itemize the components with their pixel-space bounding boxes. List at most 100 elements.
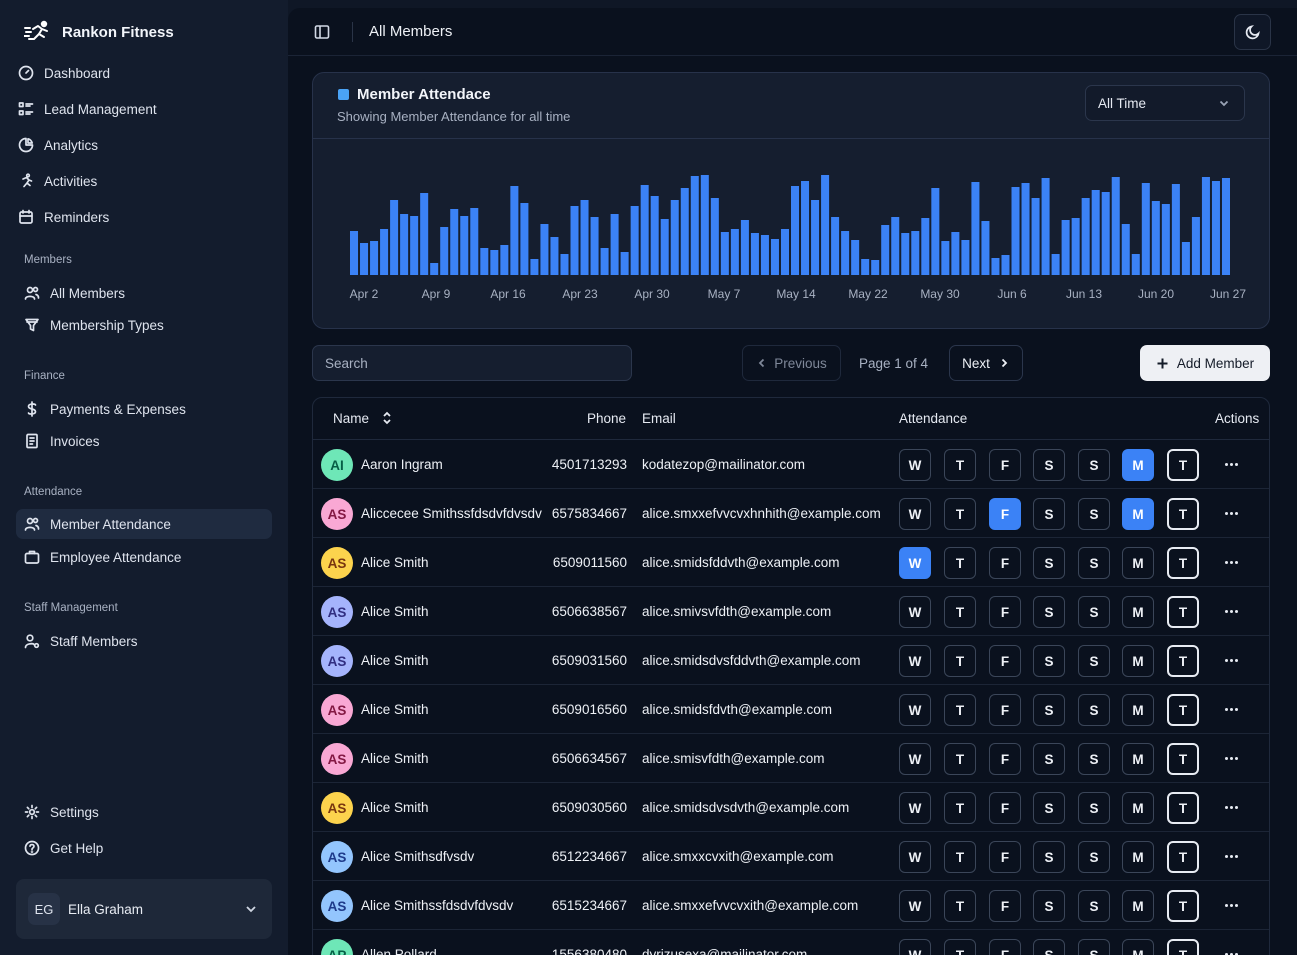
sidebar-item-dashboard[interactable]: Dashboard <box>16 58 272 88</box>
user-menu[interactable]: EG Ella Graham <box>16 879 272 939</box>
attendance-day-toggle[interactable]: F <box>989 743 1021 775</box>
row-actions-button[interactable] <box>1221 797 1241 817</box>
sidebar-item-reminders[interactable]: Reminders <box>16 202 272 232</box>
attendance-day-toggle[interactable]: S <box>1033 792 1065 824</box>
attendance-day-toggle[interactable]: S <box>1033 596 1065 628</box>
attendance-day-toggle[interactable]: T <box>944 449 976 481</box>
attendance-day-toggle[interactable]: S <box>1033 547 1065 579</box>
attendance-day-toggle[interactable]: F <box>989 498 1021 530</box>
attendance-day-toggle[interactable]: W <box>899 547 931 579</box>
attendance-day-toggle[interactable]: W <box>899 645 931 677</box>
attendance-day-toggle[interactable]: F <box>989 939 1021 955</box>
attendance-day-toggle[interactable]: F <box>989 645 1021 677</box>
time-range-select[interactable]: All Time <box>1085 85 1245 121</box>
sidebar-item-invoices[interactable]: Invoices <box>16 426 272 456</box>
attendance-day-toggle[interactable]: W <box>899 890 931 922</box>
sidebar-item-membership-types[interactable]: Membership Types <box>16 310 272 340</box>
attendance-day-toggle[interactable]: T <box>1167 498 1199 530</box>
attendance-day-toggle[interactable]: M <box>1122 890 1154 922</box>
sidebar-item-member-attendance[interactable]: Member Attendance <box>16 509 272 539</box>
attendance-day-toggle[interactable]: S <box>1078 694 1110 726</box>
attendance-day-toggle[interactable]: M <box>1122 498 1154 530</box>
attendance-day-toggle[interactable]: T <box>1167 841 1199 873</box>
attendance-day-toggle[interactable]: T <box>944 890 976 922</box>
attendance-day-toggle[interactable]: S <box>1033 841 1065 873</box>
attendance-day-toggle[interactable]: T <box>1167 547 1199 579</box>
attendance-day-toggle[interactable]: M <box>1122 596 1154 628</box>
attendance-day-toggle[interactable]: T <box>944 792 976 824</box>
attendance-day-toggle[interactable]: M <box>1122 841 1154 873</box>
row-actions-button[interactable] <box>1221 552 1241 572</box>
attendance-day-toggle[interactable]: S <box>1078 743 1110 775</box>
attendance-day-toggle[interactable]: S <box>1078 792 1110 824</box>
add-member-button[interactable]: Add Member <box>1140 345 1270 381</box>
attendance-day-toggle[interactable]: W <box>899 792 931 824</box>
sidebar-item-activities[interactable]: Activities <box>16 166 272 196</box>
attendance-day-toggle[interactable]: S <box>1033 939 1065 955</box>
attendance-day-toggle[interactable]: T <box>1167 694 1199 726</box>
attendance-day-toggle[interactable]: F <box>989 694 1021 726</box>
attendance-day-toggle[interactable]: M <box>1122 792 1154 824</box>
attendance-day-toggle[interactable]: T <box>944 841 976 873</box>
attendance-day-toggle[interactable]: S <box>1078 596 1110 628</box>
row-actions-button[interactable] <box>1221 748 1241 768</box>
attendance-day-toggle[interactable]: T <box>944 743 976 775</box>
attendance-day-toggle[interactable]: T <box>944 547 976 579</box>
attendance-day-toggle[interactable]: F <box>989 792 1021 824</box>
sidebar-item-payments-expenses[interactable]: Payments & Expenses <box>16 394 272 424</box>
attendance-day-toggle[interactable]: S <box>1033 645 1065 677</box>
attendance-day-toggle[interactable]: W <box>899 694 931 726</box>
attendance-day-toggle[interactable]: S <box>1078 939 1110 955</box>
row-actions-button[interactable] <box>1221 454 1241 474</box>
attendance-day-toggle[interactable]: F <box>989 890 1021 922</box>
row-actions-button[interactable] <box>1221 601 1241 621</box>
attendance-day-toggle[interactable]: T <box>944 645 976 677</box>
attendance-day-toggle[interactable]: W <box>899 743 931 775</box>
attendance-day-toggle[interactable]: S <box>1033 449 1065 481</box>
row-actions-button[interactable] <box>1221 895 1241 915</box>
sidebar-item-staff-members[interactable]: Staff Members <box>16 626 272 656</box>
sidebar-item-analytics[interactable]: Analytics <box>16 130 272 160</box>
search-input[interactable] <box>312 345 632 381</box>
attendance-day-toggle[interactable]: T <box>944 498 976 530</box>
attendance-day-toggle[interactable]: F <box>989 449 1021 481</box>
attendance-day-toggle[interactable]: F <box>989 547 1021 579</box>
attendance-day-toggle[interactable]: F <box>989 841 1021 873</box>
attendance-day-toggle[interactable]: T <box>1167 743 1199 775</box>
attendance-day-toggle[interactable]: W <box>899 841 931 873</box>
attendance-day-toggle[interactable]: S <box>1033 890 1065 922</box>
attendance-day-toggle[interactable]: W <box>899 498 931 530</box>
row-actions-button[interactable] <box>1221 503 1241 523</box>
attendance-day-toggle[interactable]: S <box>1078 890 1110 922</box>
row-actions-button[interactable] <box>1221 846 1241 866</box>
attendance-day-toggle[interactable]: S <box>1078 547 1110 579</box>
attendance-day-toggle[interactable]: W <box>899 449 931 481</box>
attendance-day-toggle[interactable]: S <box>1078 498 1110 530</box>
row-actions-button[interactable] <box>1221 944 1241 955</box>
attendance-day-toggle[interactable]: M <box>1122 645 1154 677</box>
attendance-day-toggle[interactable]: M <box>1122 743 1154 775</box>
attendance-day-toggle[interactable]: T <box>1167 449 1199 481</box>
attendance-day-toggle[interactable]: T <box>944 694 976 726</box>
attendance-day-toggle[interactable]: T <box>944 939 976 955</box>
name-column-header[interactable]: Name <box>333 411 393 426</box>
attendance-day-toggle[interactable]: M <box>1122 694 1154 726</box>
attendance-day-toggle[interactable]: T <box>1167 596 1199 628</box>
row-actions-button[interactable] <box>1221 650 1241 670</box>
attendance-day-toggle[interactable]: S <box>1033 694 1065 726</box>
attendance-day-toggle[interactable]: S <box>1078 645 1110 677</box>
attendance-day-toggle[interactable]: T <box>1167 939 1199 955</box>
sidebar-item-settings[interactable]: Settings <box>16 797 272 827</box>
attendance-day-toggle[interactable]: T <box>1167 890 1199 922</box>
attendance-day-toggle[interactable]: T <box>1167 792 1199 824</box>
attendance-day-toggle[interactable]: S <box>1078 449 1110 481</box>
theme-toggle-button[interactable] <box>1234 14 1271 50</box>
sidebar-item-get-help[interactable]: Get Help <box>16 833 272 863</box>
attendance-day-toggle[interactable]: S <box>1033 743 1065 775</box>
sidebar-item-all-members[interactable]: All Members <box>16 278 272 308</box>
next-page-button[interactable]: Next <box>949 345 1023 381</box>
sidebar-item-lead-management[interactable]: Lead Management <box>16 94 272 124</box>
attendance-day-toggle[interactable]: T <box>1167 645 1199 677</box>
previous-page-button[interactable]: Previous <box>742 345 841 381</box>
attendance-day-toggle[interactable]: W <box>899 596 931 628</box>
